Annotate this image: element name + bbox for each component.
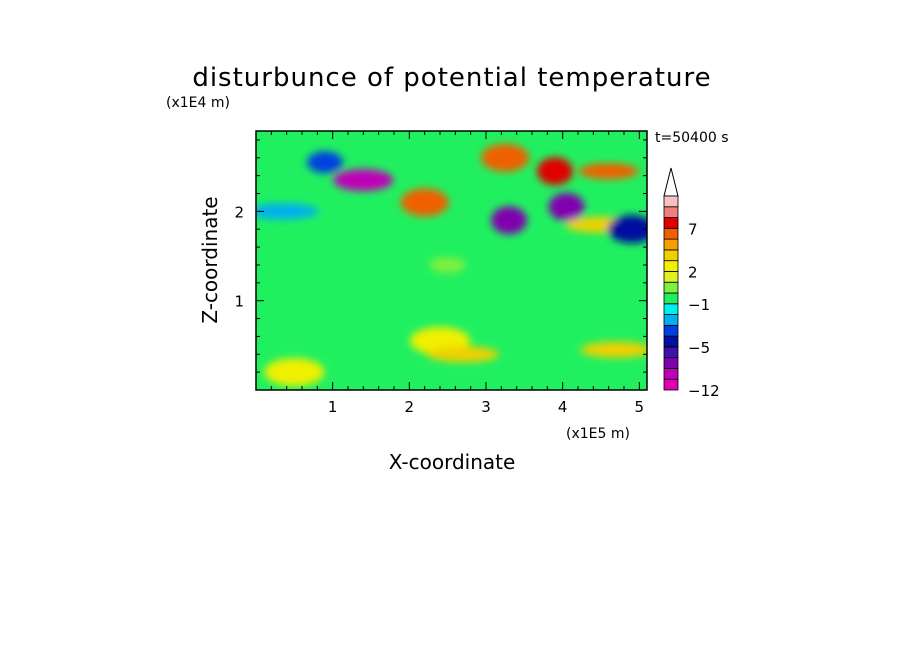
colorbar-swatch	[663, 260, 679, 272]
y-tick-label: 1	[234, 293, 244, 311]
colorbar-swatch	[663, 346, 679, 359]
colorbar-swatch	[663, 271, 679, 283]
contour-feature	[607, 215, 647, 244]
colorbar-swatch	[663, 217, 679, 229]
x-tick-label: 2	[405, 398, 415, 416]
contour-feature	[580, 341, 647, 358]
contour-feature	[333, 169, 394, 192]
colorbar-swatch	[663, 303, 679, 315]
contour-field	[256, 143, 647, 387]
x-axis-label: X-coordinate	[389, 450, 516, 474]
time-label: t=50400 s	[655, 130, 729, 146]
contour-feature	[548, 192, 585, 221]
x-axis: 1 2 3 4 5	[270, 131, 645, 416]
colorbar-tick-label: 7	[688, 220, 698, 238]
colorbar-swatch	[663, 227, 679, 240]
colorbar-swatch	[663, 238, 679, 251]
contour-feature	[400, 188, 449, 217]
contour-feature	[491, 206, 527, 235]
contour-feature	[307, 151, 343, 174]
x-unit-label: (x1E5 m)	[566, 426, 630, 442]
colorbar-swatch	[663, 368, 679, 380]
colorbar-swatch	[663, 281, 679, 294]
colorbar-swatch	[663, 292, 679, 305]
colorbar-tick-label: 2	[688, 263, 698, 281]
colorbar-swatch	[663, 195, 679, 208]
colorbar-tick-label: −1	[688, 296, 710, 314]
x-tick-label: 5	[635, 398, 645, 416]
colorbar-swatch	[663, 314, 679, 326]
y-tick-label: 2	[234, 203, 244, 221]
colorbar-tick-label: −12	[688, 382, 720, 400]
contour-feature	[429, 256, 466, 273]
contour-feature	[481, 143, 530, 172]
colorbar-swatch	[663, 249, 679, 262]
contour-feature	[427, 346, 499, 363]
contour-feature	[256, 203, 319, 220]
x-tick-label: 3	[481, 398, 491, 416]
x-tick-label: 4	[558, 398, 568, 416]
plot-frame	[255, 130, 648, 391]
colorbar-swatch	[663, 378, 679, 391]
contour-feature	[537, 157, 573, 186]
colorbar-swatch	[663, 206, 679, 218]
colorbar-swatch	[663, 357, 679, 369]
x-tick-label: 1	[328, 398, 338, 416]
colorbar-swatch	[663, 324, 679, 337]
colorbar: 7 2 −1 −5 −12	[663, 167, 720, 400]
y-axis-label: Z-coordinate	[198, 196, 222, 323]
chart-title: disturbunce of potential temperature	[192, 63, 711, 93]
colorbar-swatch	[663, 335, 679, 348]
y-unit-label: (x1E4 m)	[166, 95, 230, 111]
colorbar-extend-arrow	[663, 167, 679, 197]
contour-feature	[578, 163, 639, 180]
y-axis: 12	[234, 139, 647, 373]
contour-feature	[264, 358, 325, 387]
colorbar-tick-label: −5	[688, 339, 710, 357]
